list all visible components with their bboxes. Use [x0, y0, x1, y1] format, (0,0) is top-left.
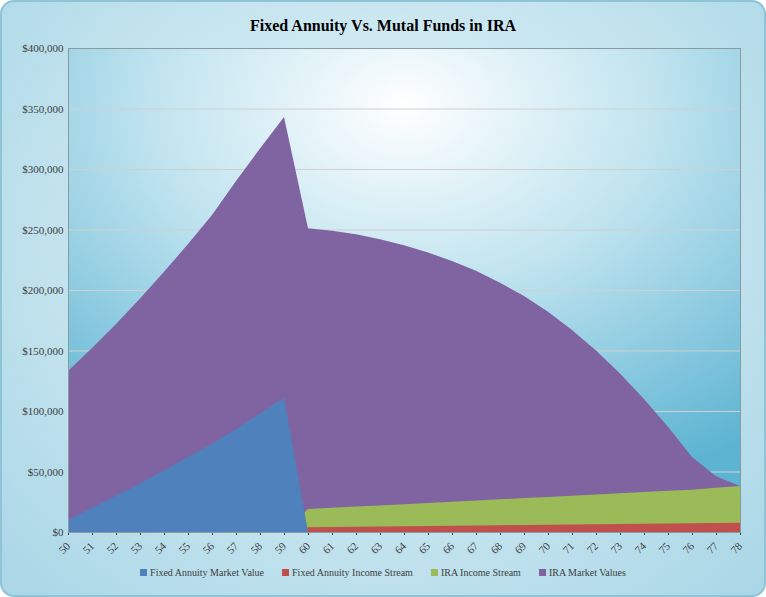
svg-text:50: 50 — [56, 539, 73, 556]
svg-text:$100,000: $100,000 — [22, 405, 64, 417]
svg-text:$200,000: $200,000 — [22, 284, 64, 296]
svg-text:51: 51 — [80, 540, 96, 556]
svg-text:$400,000: $400,000 — [22, 42, 64, 54]
svg-text:63: 63 — [368, 539, 385, 556]
svg-text:$0: $0 — [53, 526, 65, 538]
html-text:Fixed Annuity Income Stream: Fixed Annuity Income Stream — [292, 567, 413, 578]
svg-text:78: 78 — [728, 539, 745, 556]
html-text:Fixed Annuity Market Value: Fixed Annuity Market Value — [150, 567, 265, 578]
svg-text:77: 77 — [704, 539, 721, 556]
svg-text:55: 55 — [176, 539, 193, 556]
svg-text:$250,000: $250,000 — [22, 224, 64, 236]
svg-text:54: 54 — [152, 539, 169, 556]
svg-text:66: 66 — [440, 539, 457, 556]
svg-text:65: 65 — [416, 539, 433, 556]
svg-text:75: 75 — [656, 539, 673, 556]
svg-text:74: 74 — [632, 539, 649, 556]
html-text:IRA Income Stream: IRA Income Stream — [440, 567, 521, 578]
svg-text:57: 57 — [224, 539, 241, 556]
svg-text:76: 76 — [680, 539, 697, 556]
svg-text:$300,000: $300,000 — [22, 163, 64, 175]
svg-text:$350,000: $350,000 — [22, 103, 64, 115]
svg-text:58: 58 — [248, 539, 265, 556]
svg-text:64: 64 — [392, 539, 409, 556]
svg-text:53: 53 — [128, 539, 145, 556]
html-text:Fixed Annuity Vs. Mutal Funds: Fixed Annuity Vs. Mutal Funds in IRA — [250, 17, 516, 34]
svg-text:68: 68 — [488, 539, 505, 556]
svg-text:72: 72 — [584, 540, 600, 556]
svg-text:$50,000: $50,000 — [28, 466, 64, 478]
svg-text:56: 56 — [200, 539, 217, 556]
svg-text:59: 59 — [272, 539, 289, 556]
svg-text:$150,000: $150,000 — [22, 345, 64, 357]
svg-text:52: 52 — [104, 540, 120, 556]
svg-text:73: 73 — [608, 539, 625, 556]
html-text:IRA Market Values: IRA Market Values — [548, 567, 626, 578]
svg-text:60: 60 — [296, 539, 313, 556]
svg-text:69: 69 — [512, 539, 529, 556]
svg-text:67: 67 — [464, 539, 481, 556]
svg-text:71: 71 — [560, 540, 576, 556]
svg-text:62: 62 — [344, 540, 360, 556]
svg-text:61: 61 — [320, 540, 336, 556]
svg-text:70: 70 — [536, 539, 553, 556]
